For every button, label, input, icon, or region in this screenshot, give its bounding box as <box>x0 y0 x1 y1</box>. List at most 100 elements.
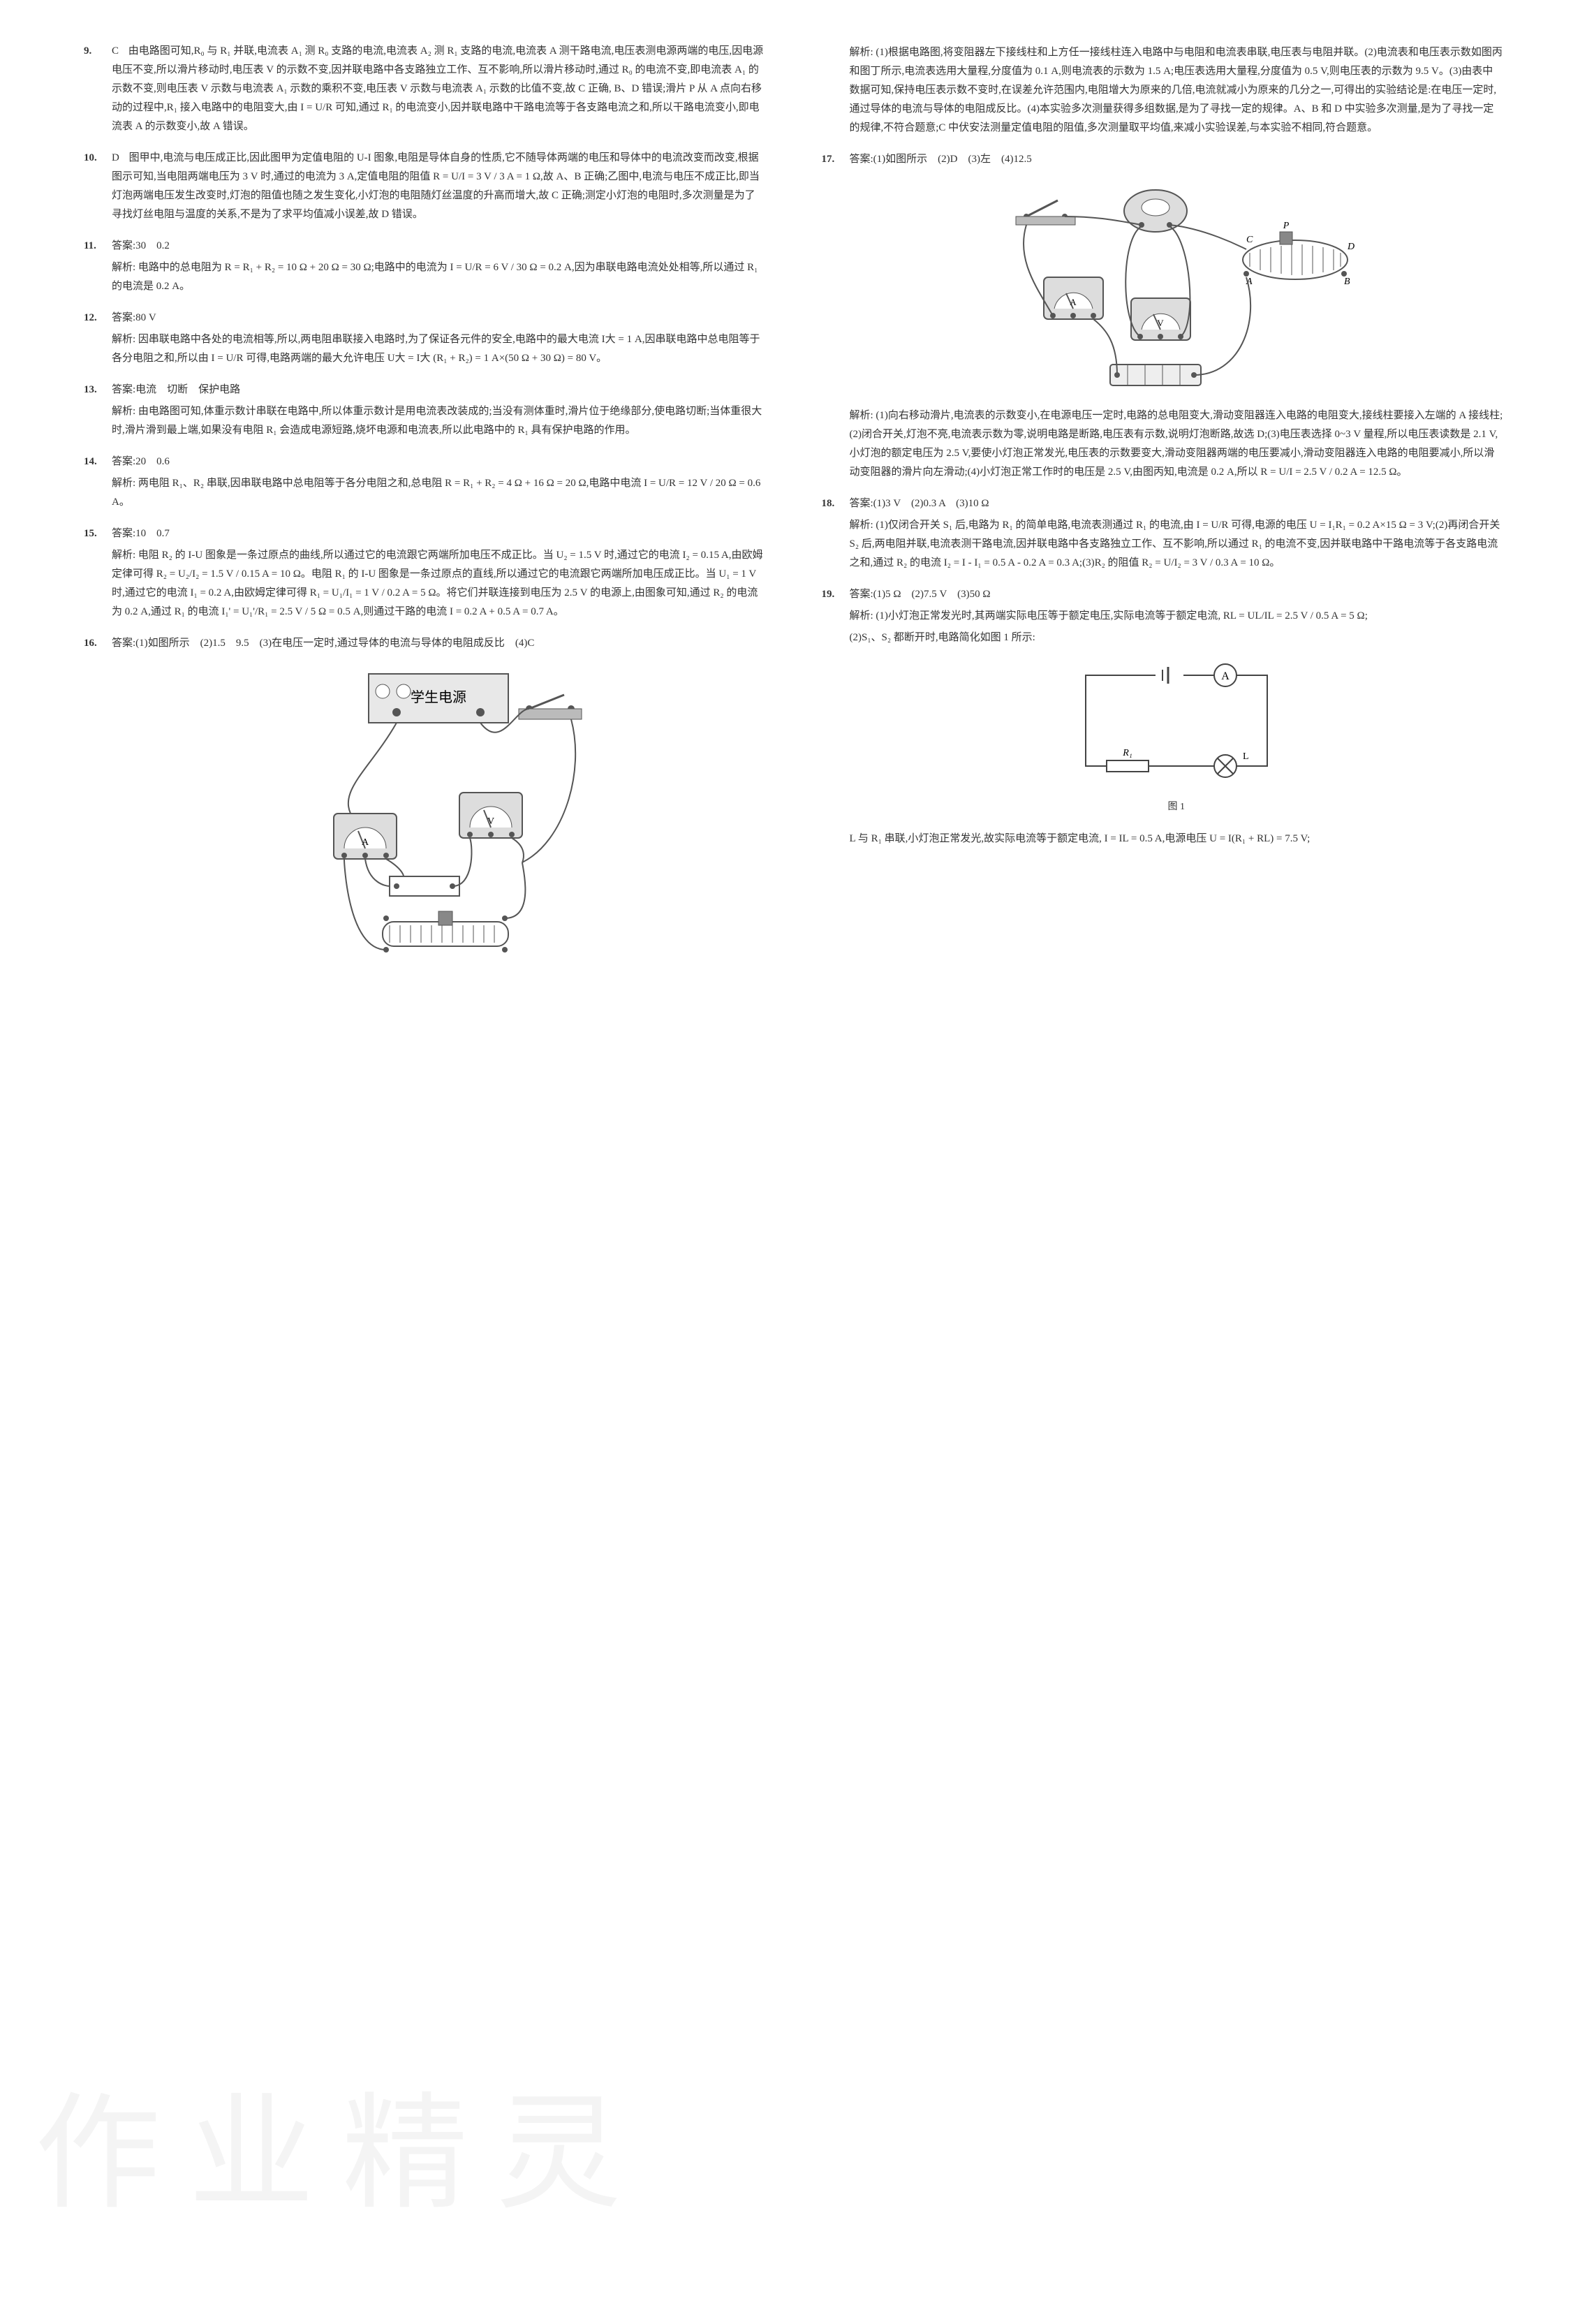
q19-explain: 解析: (1)小灯泡正常发光时,其两端实际电压等于额定电压,实际电流等于额定电流… <box>850 607 1504 626</box>
q19-figure: A R₁ L 图 1 <box>850 661 1504 816</box>
q19-explain-1: (1)小灯泡正常发光时,其两端实际电压等于额定电压,实际电流等于额定电流, RL… <box>876 610 1367 622</box>
svg-text:D: D <box>1347 242 1355 252</box>
q13-explain: 解析: 由电路图可知,体重示数计串联在电路中,所以体重示数计是用电流表改装成的;… <box>112 402 766 440</box>
q13-num: 13. <box>84 381 112 440</box>
q16-num: 16. <box>84 634 112 974</box>
q16-circuit-diagram: 学生电源 <box>264 667 613 960</box>
q17-ans: 答案:(1)如图所示 (2)D (3)左 (4)12.5 <box>850 150 1504 169</box>
q17-explain: 解析: (1)向右移动滑片,电流表的示数变小,在电源电压一定时,电路的总电阻变大… <box>850 406 1504 482</box>
q14-ans: 答案:20 0.6 <box>112 453 766 471</box>
q16-cont-body: 解析: (1)根据电路图,将变阻器左下接线柱和上方任一接线柱连入电路中与电阻和电… <box>850 42 1504 138</box>
q12-explain: 解析: 因串联电路中各处的电流相等,所以,两电阻串联接入电路时,为了保证各元件的… <box>112 330 766 368</box>
q19-fig-caption: 图 1 <box>850 798 1504 816</box>
q14-explain: 解析: 两电阻 R₁、R₂ 串联,因串联电路中总电阻等于各分电阻之和,总电阻 R… <box>112 474 766 512</box>
q19-num: 19. <box>822 585 850 848</box>
q10-body: D 图甲中,电流与电压成正比,因此图甲为定值电阻的 U-I 图象,电阻是导体自身… <box>112 149 766 224</box>
svg-text:A: A <box>1070 297 1077 307</box>
svg-text:A: A <box>362 837 369 848</box>
q19-circuit-diagram: A R₁ L <box>1065 661 1288 794</box>
q12-explain-text: 因串联电路中各处的电流相等,所以,两电阻串联接入电路时,为了保证各元件的安全,电… <box>112 334 760 364</box>
q10-ans: D <box>112 152 119 163</box>
svg-text:C: C <box>1246 235 1253 245</box>
q13: 13. 答案:电流 切断 保护电路 解析: 由电路图可知,体重示数计串联在电路中… <box>84 381 766 440</box>
q18-ans: 答案:(1)3 V (2)0.3 A (3)10 Ω <box>850 494 1504 513</box>
q13-explain-label: 解析: <box>112 406 135 417</box>
q9-num: 9. <box>84 42 112 136</box>
left-column: 9. C 由电路图可知,R₀ 与 R₁ 并联,电流表 A₁ 测 R₀ 支路的电流… <box>84 42 766 987</box>
power-supply-label: 学生电源 <box>411 689 466 705</box>
q17-explain-label: 解析: <box>850 410 873 421</box>
q17: 17. 答案:(1)如图所示 (2)D (3)左 (4)12.5 <box>822 150 1504 482</box>
q10-text: 图甲中,电流与电压成正比,因此图甲为定值电阻的 U-I 图象,电阻是导体自身的性… <box>112 152 760 220</box>
q11-body: 答案:30 0.2 解析: 电路中的总电阻为 R = R₁ + R₂ = 10 … <box>112 237 766 296</box>
svg-text:B: B <box>1344 277 1350 287</box>
q19-explain-label: 解析: <box>850 610 873 622</box>
q15-ans: 答案:10 0.7 <box>112 524 766 543</box>
watermark: 作业精灵 <box>35 2042 649 2268</box>
q19-body: 答案:(1)5 Ω (2)7.5 V (3)50 Ω 解析: (1)小灯泡正常发… <box>850 585 1504 848</box>
q12-body: 答案:80 V 解析: 因串联电路中各处的电流相等,所以,两电阻串联接入电路时,… <box>112 309 766 368</box>
q16-cont-explain-text: (1)根据电路图,将变阻器左下接线柱和上方任一接线柱连入电路中与电阻和电流表串联… <box>850 47 1503 133</box>
q14-num: 14. <box>84 453 112 512</box>
q11-ans: 答案:30 0.2 <box>112 237 766 256</box>
q18-num: 18. <box>822 494 850 573</box>
q12: 12. 答案:80 V 解析: 因串联电路中各处的电流相等,所以,两电阻串联接入… <box>84 309 766 368</box>
q11: 11. 答案:30 0.2 解析: 电路中的总电阻为 R = R₁ + R₂ =… <box>84 237 766 296</box>
q12-explain-label: 解析: <box>112 334 135 345</box>
q19-explain-2: (2)S₁、S₂ 都断开时,电路简化如图 1 所示: <box>850 628 1504 647</box>
q17-circuit-diagram: P C D A B A <box>995 183 1358 392</box>
q17-explain-text: (1)向右移动滑片,电流表的示数变小,在电源电压一定时,电路的总电阻变大,滑动变… <box>850 410 1503 478</box>
q15: 15. 答案:10 0.7 解析: 电阻 R₂ 的 I-U 图象是一条过原点的曲… <box>84 524 766 622</box>
svg-text:V: V <box>1157 318 1164 328</box>
q19-explain-3: L 与 R₁ 串联,小灯泡正常发光,故实际电流等于额定电流, I = IL = … <box>850 830 1504 848</box>
q11-explain-text: 电路中的总电阻为 R = R₁ + R₂ = 10 Ω + 20 Ω = 30 … <box>112 262 758 292</box>
q9-text: 由电路图可知,R₀ 与 R₁ 并联,电流表 A₁ 测 R₀ 支路的电流,电流表 … <box>112 45 763 132</box>
q13-explain-text: 由电路图可知,体重示数计串联在电路中,所以体重示数计是用电流表改装成的;当没有测… <box>112 406 762 436</box>
q13-body: 答案:电流 切断 保护电路 解析: 由电路图可知,体重示数计串联在电路中,所以体… <box>112 381 766 440</box>
q14-explain-text: 两电阻 R₁、R₂ 串联,因串联电路中总电阻等于各分电阻之和,总电阻 R = R… <box>112 478 760 508</box>
svg-text:A: A <box>1221 670 1230 682</box>
q12-ans: 答案:80 V <box>112 309 766 328</box>
q10-num: 10. <box>84 149 112 224</box>
q10: 10. D 图甲中,电流与电压成正比,因此图甲为定值电阻的 U-I 图象,电阻是… <box>84 149 766 224</box>
q18-explain: 解析: (1)仅闭合开关 S₁ 后,电路为 R₁ 的简单电路,电流表测通过 R₁… <box>850 516 1504 573</box>
q18-body: 答案:(1)3 V (2)0.3 A (3)10 Ω 解析: (1)仅闭合开关 … <box>850 494 1504 573</box>
q9-ans: C <box>112 45 119 57</box>
q17-num: 17. <box>822 150 850 482</box>
q12-num: 12. <box>84 309 112 368</box>
q19: 19. 答案:(1)5 Ω (2)7.5 V (3)50 Ω 解析: (1)小灯… <box>822 585 1504 848</box>
q15-explain-text: 电阻 R₂ 的 I-U 图象是一条过原点的曲线,所以通过它的电流跟它两端所加电压… <box>112 550 763 617</box>
svg-text:R₁: R₁ <box>1122 748 1132 758</box>
q16-cont-spacer <box>822 42 850 138</box>
q16-cont-explain: 解析: (1)根据电路图,将变阻器左下接线柱和上方任一接线柱连入电路中与电阻和电… <box>850 43 1504 138</box>
q16-cont-explain-label: 解析: <box>850 47 873 58</box>
q18-explain-text: (1)仅闭合开关 S₁ 后,电路为 R₁ 的简单电路,电流表测通过 R₁ 的电流… <box>850 520 1500 568</box>
q14-body: 答案:20 0.6 解析: 两电阻 R₁、R₂ 串联,因串联电路中总电阻等于各分… <box>112 453 766 512</box>
q15-num: 15. <box>84 524 112 622</box>
q17-body: 答案:(1)如图所示 (2)D (3)左 (4)12.5 <box>850 150 1504 482</box>
svg-text:P: P <box>1282 221 1289 231</box>
svg-text:V: V <box>487 816 494 827</box>
q11-num: 11. <box>84 237 112 296</box>
q14-explain-label: 解析: <box>112 478 135 489</box>
q11-explain: 解析: 电路中的总电阻为 R = R₁ + R₂ = 10 Ω + 20 Ω =… <box>112 258 766 296</box>
q13-ans: 答案:电流 切断 保护电路 <box>112 381 766 399</box>
q16: 16. 答案:(1)如图所示 (2)1.5 9.5 (3)在电压一定时,通过导体… <box>84 634 766 974</box>
q15-explain-label: 解析: <box>112 550 135 561</box>
q16-body: 答案:(1)如图所示 (2)1.5 9.5 (3)在电压一定时,通过导体的电流与… <box>112 634 766 974</box>
q15-body: 答案:10 0.7 解析: 电阻 R₂ 的 I-U 图象是一条过原点的曲线,所以… <box>112 524 766 622</box>
q16-cont: 解析: (1)根据电路图,将变阻器左下接线柱和上方任一接线柱连入电路中与电阻和电… <box>822 42 1504 138</box>
q14: 14. 答案:20 0.6 解析: 两电阻 R₁、R₂ 串联,因串联电路中总电阻… <box>84 453 766 512</box>
q18: 18. 答案:(1)3 V (2)0.3 A (3)10 Ω 解析: (1)仅闭… <box>822 494 1504 573</box>
q15-explain: 解析: 电阻 R₂ 的 I-U 图象是一条过原点的曲线,所以通过它的电流跟它两端… <box>112 546 766 622</box>
q9-body: C 由电路图可知,R₀ 与 R₁ 并联,电流表 A₁ 测 R₀ 支路的电流,电流… <box>112 42 766 136</box>
q18-explain-label: 解析: <box>850 520 873 531</box>
q16-ans: 答案:(1)如图所示 (2)1.5 9.5 (3)在电压一定时,通过导体的电流与… <box>112 634 766 653</box>
q17-figure: P C D A B A <box>850 183 1504 392</box>
right-column: 解析: (1)根据电路图,将变阻器左下接线柱和上方任一接线柱连入电路中与电阻和电… <box>822 42 1504 987</box>
q9: 9. C 由电路图可知,R₀ 与 R₁ 并联,电流表 A₁ 测 R₀ 支路的电流… <box>84 42 766 136</box>
q11-explain-label: 解析: <box>112 262 135 273</box>
q16-figure: 学生电源 <box>112 667 766 960</box>
q19-ans: 答案:(1)5 Ω (2)7.5 V (3)50 Ω <box>850 585 1504 604</box>
svg-text:L: L <box>1243 751 1249 762</box>
